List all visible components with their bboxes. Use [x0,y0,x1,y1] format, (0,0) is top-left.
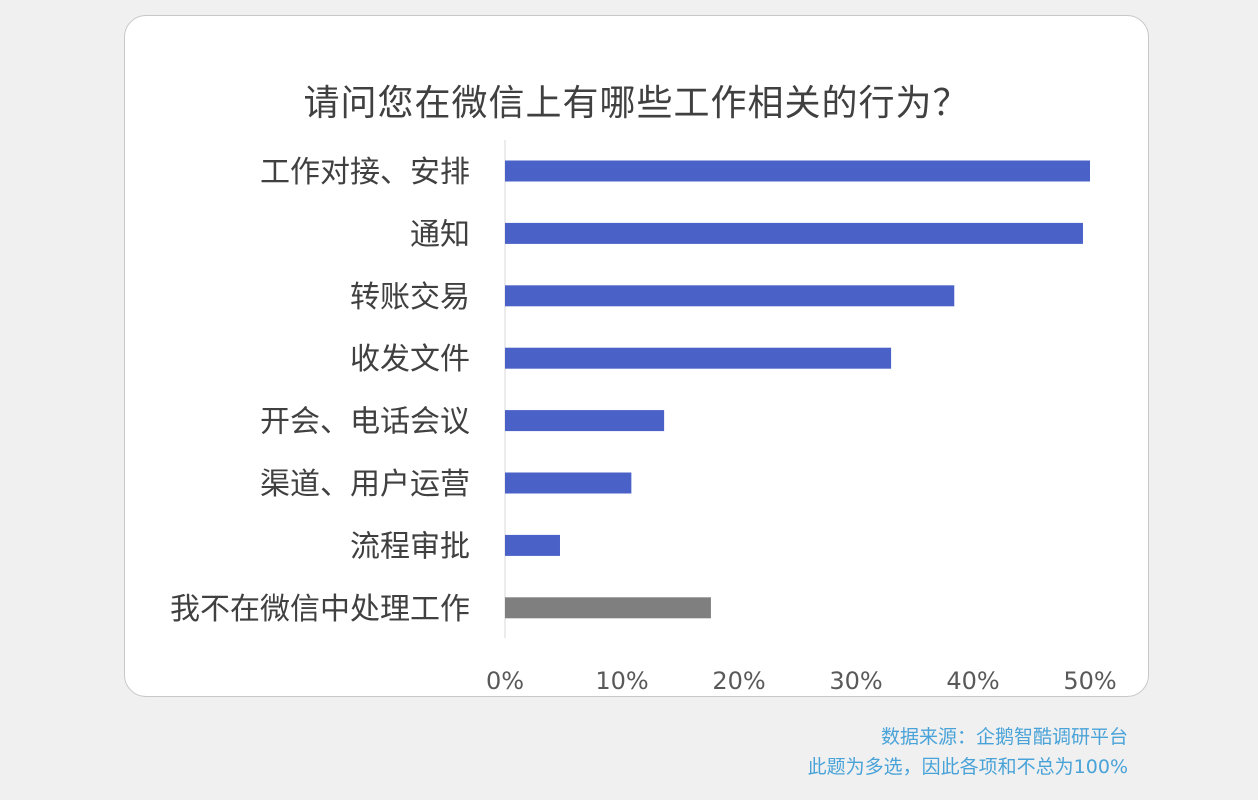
category-label: 收发文件 [350,342,470,377]
bar [505,410,665,432]
category-label: 工作对接、安排 [260,155,470,190]
x-tick-label: 50% [1063,667,1116,695]
x-tick-label: 40% [946,667,999,695]
x-tick-label: 10% [595,667,648,695]
category-label: 渠道、用户运营 [260,467,470,502]
multi-select-note: 此题为多选，因此各项和不总为100% [807,756,1128,778]
bar [505,597,711,619]
bar [505,472,632,494]
bar [505,534,560,556]
bar [505,160,1090,182]
category-label: 开会、电话会议 [260,405,470,440]
category-label: 流程审批 [350,529,470,564]
bar [505,222,1083,244]
chart-title: 请问您在微信上有哪些工作相关的行为？ [303,83,970,124]
bar [505,347,892,369]
category-label: 转账交易 [350,280,470,315]
x-tick-label: 0% [486,667,524,695]
category-label: 我不在微信中处理工作 [170,592,470,627]
x-tick-label: 20% [712,667,765,695]
bar [505,285,955,307]
x-tick-label: 30% [829,667,882,695]
data-source-note: 数据来源：企鹅智酷调研平台 [880,726,1128,748]
category-label: 通知 [410,217,470,252]
